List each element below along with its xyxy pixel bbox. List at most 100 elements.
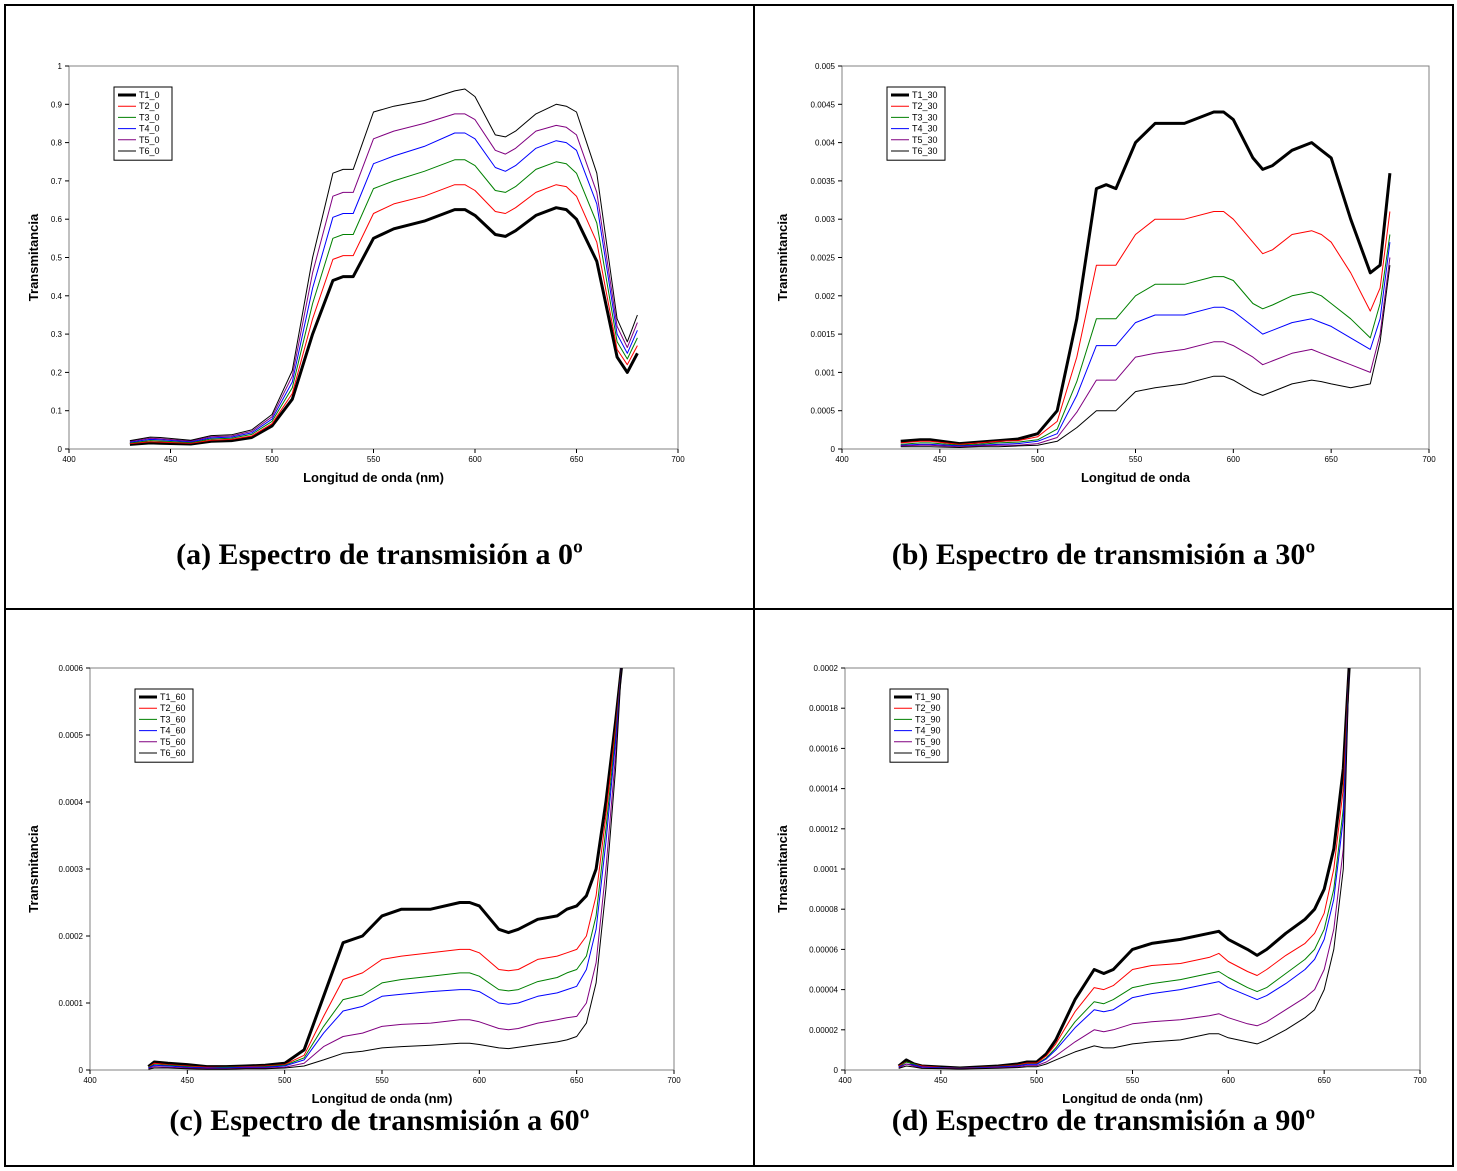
x-tick-label: 550 bbox=[1129, 455, 1143, 464]
legend-label: T1_60 bbox=[160, 692, 186, 702]
y-axis-label: Trnasmitancia bbox=[775, 825, 790, 913]
chart-a: 400 450 500 550 600 650 700 0 0.1 0.2 0.3 0.4 0.5 0.6… bbox=[26, 62, 685, 485]
x-tick-label: 700 bbox=[667, 1076, 681, 1085]
series-group bbox=[129, 88, 639, 446]
y-tick-label: 0.00016 bbox=[809, 744, 838, 753]
y-tick-label: 0.0001 bbox=[59, 999, 84, 1008]
x-axis-label: Longitud de onda bbox=[1081, 470, 1191, 485]
legend-label: T3_90 bbox=[915, 714, 941, 724]
series-line-t1-90 bbox=[897, 668, 1351, 1070]
y-tick-label: 0.4 bbox=[51, 292, 63, 301]
chart-b: 400 450 500 550 600 650 700 0 0.0005 0.001 0.0015 0… bbox=[775, 62, 1436, 485]
x-tick-label: 550 bbox=[367, 455, 381, 464]
y-axis-label: Transmitancia bbox=[775, 213, 790, 301]
y-tick-label: 0.00014 bbox=[809, 785, 838, 794]
series-line-t1-30 bbox=[900, 110, 1392, 446]
series-line-t4-0 bbox=[129, 132, 638, 443]
x-tick-label: 650 bbox=[1324, 455, 1338, 464]
y-tick-label: 0.1 bbox=[51, 407, 63, 416]
legend-label: T5_0 bbox=[139, 135, 160, 145]
series-group bbox=[900, 110, 1392, 448]
legend: T1_0T2_0T3_0 T4_0T5_0T6_0 bbox=[113, 86, 173, 161]
x-tick-label: 650 bbox=[1317, 1076, 1331, 1085]
y-axis-label: Transmitancia bbox=[26, 213, 41, 301]
x-tick-label: 600 bbox=[473, 1076, 487, 1085]
series-line-t5-90 bbox=[898, 668, 1350, 1070]
y-tick-label: 0.0006 bbox=[59, 664, 84, 673]
x-tick-label: 600 bbox=[468, 455, 482, 464]
horizontal-divider bbox=[4, 608, 1454, 610]
legend-label: T3_0 bbox=[139, 112, 160, 122]
legend-box bbox=[113, 86, 173, 161]
vertical-divider bbox=[753, 4, 755, 1167]
x-tick-label: 500 bbox=[278, 1076, 292, 1085]
y-tick-label: 0.3 bbox=[51, 330, 63, 339]
y-tick-label: 0.0003 bbox=[59, 865, 84, 874]
y-tick-label: 0.0002 bbox=[814, 664, 839, 673]
x-tick-label: 400 bbox=[62, 455, 76, 464]
series-line-t3-0 bbox=[129, 159, 638, 444]
caption-a: (a) Espectro de transmisión a 0º bbox=[176, 538, 583, 571]
series-line-t5-30 bbox=[900, 257, 1391, 448]
y-tick-label: 0.003 bbox=[815, 215, 836, 224]
series-line-t5-60 bbox=[148, 668, 622, 1070]
x-axis-label: Longitud de onda (nm) bbox=[312, 1091, 453, 1106]
series-line-t2-60 bbox=[148, 668, 622, 1068]
x-tick-label: 700 bbox=[1413, 1076, 1427, 1085]
x-tick-label: 500 bbox=[1030, 1076, 1044, 1085]
y-tick-label: 0.00012 bbox=[809, 825, 838, 834]
legend-label: T4_30 bbox=[912, 124, 938, 134]
panel-a: 400 450 500 550 600 650 700 0 0.1 0.2 0.3 0.4 0.5 0.6… bbox=[6, 6, 753, 608]
series-line-t4-60 bbox=[148, 668, 622, 1069]
caption-b: (b) Espectro de transmisión a 30º bbox=[891, 538, 1316, 571]
legend-label: T2_0 bbox=[139, 101, 160, 111]
y-tick-label: 0 bbox=[58, 445, 63, 454]
series-line-t6-90 bbox=[898, 668, 1350, 1070]
x-tick-label: 700 bbox=[1422, 455, 1436, 464]
x-tick-label: 550 bbox=[375, 1076, 389, 1085]
legend-label: T6_30 bbox=[912, 146, 938, 156]
y-tick-label: 0.00004 bbox=[809, 986, 838, 995]
legend-label: T5_90 bbox=[915, 737, 941, 747]
series-line-t6-30 bbox=[900, 265, 1391, 448]
series-line-t3-30 bbox=[900, 234, 1391, 446]
legend-label: T2_90 bbox=[915, 703, 941, 713]
y-axis-label: Transmitancia bbox=[26, 825, 41, 913]
series-line-t3-90 bbox=[898, 668, 1350, 1069]
y-tick-label: 0.9 bbox=[51, 100, 63, 109]
y-tick-label: 1 bbox=[58, 62, 63, 71]
y-tick-label: 0.005 bbox=[815, 62, 836, 71]
panel-d: 400 450 500 550 600 650 700 0 0.00002 0.00004 0.00… bbox=[755, 610, 1452, 1165]
series-line-t4-30 bbox=[900, 242, 1391, 447]
x-tick-label: 650 bbox=[570, 1076, 584, 1085]
y-tick-label: 0.0035 bbox=[811, 177, 836, 186]
legend-label: T6_90 bbox=[915, 748, 941, 758]
x-tick-label: 550 bbox=[1126, 1076, 1140, 1085]
legend-label: T1_90 bbox=[915, 692, 941, 702]
y-tick-label: 0.0045 bbox=[811, 100, 836, 109]
figure-frame bbox=[4, 4, 1454, 1167]
legend-label: T4_60 bbox=[160, 726, 186, 736]
series-line-t2-0 bbox=[129, 184, 638, 445]
panel-c: 400 450 500 550 600 650 700 0 0.0001 0.0002 0.0003… bbox=[6, 610, 753, 1165]
caption-d: (d) Espectro de transmisión a 90º bbox=[891, 1104, 1316, 1137]
y-tick-label: 0.0004 bbox=[59, 798, 84, 807]
x-tick-label: 500 bbox=[265, 455, 279, 464]
chart-d: 400 450 500 550 600 650 700 0 0.00002 0.00004 0.00… bbox=[775, 664, 1427, 1106]
series-line-t4-90 bbox=[898, 668, 1350, 1069]
legend-box bbox=[889, 688, 949, 763]
x-tick-label: 650 bbox=[570, 455, 584, 464]
x-tick-label: 600 bbox=[1227, 455, 1241, 464]
y-tick-label: 0.7 bbox=[51, 177, 63, 186]
x-tick-label: 400 bbox=[83, 1076, 97, 1085]
y-tick-label: 0.004 bbox=[815, 139, 836, 148]
y-tick-label: 0.0015 bbox=[811, 330, 836, 339]
y-tick-label: 0.0002 bbox=[59, 932, 84, 941]
y-tick-label: 0.00008 bbox=[809, 905, 838, 914]
y-tick-label: 0.0025 bbox=[811, 254, 836, 263]
x-tick-label: 450 bbox=[933, 455, 947, 464]
legend-box bbox=[886, 86, 946, 161]
